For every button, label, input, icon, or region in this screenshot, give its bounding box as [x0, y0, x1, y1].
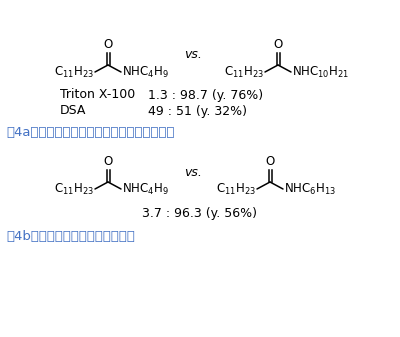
- Text: 3.7 : 96.3 (y. 56%): 3.7 : 96.3 (y. 56%): [142, 208, 258, 220]
- Text: $\mathregular{NHC_4H_9}$: $\mathregular{NHC_4H_9}$: [122, 181, 169, 196]
- Text: 図4a．　ブチルアミンとデシルアミンの競合: 図4a． ブチルアミンとデシルアミンの競合: [6, 126, 174, 140]
- Text: O: O: [265, 155, 275, 168]
- Text: $\mathregular{C_{11}H_{23}}$: $\mathregular{C_{11}H_{23}}$: [54, 181, 94, 196]
- Text: 1.3 : 98.7 (y. 76%): 1.3 : 98.7 (y. 76%): [148, 89, 263, 101]
- Text: vs.: vs.: [184, 49, 202, 61]
- Text: DSA: DSA: [60, 104, 86, 118]
- Text: Triton X-100: Triton X-100: [60, 89, 135, 101]
- Text: $\mathregular{C_{11}H_{23}}$: $\mathregular{C_{11}H_{23}}$: [224, 64, 264, 80]
- Text: $\mathregular{C_{11}H_{23}}$: $\mathregular{C_{11}H_{23}}$: [216, 181, 256, 196]
- Text: vs.: vs.: [184, 165, 202, 179]
- Text: 49 : 51 (y. 32%): 49 : 51 (y. 32%): [148, 104, 247, 118]
- Text: O: O: [103, 155, 113, 168]
- Text: $\mathregular{C_{11}H_{23}}$: $\mathregular{C_{11}H_{23}}$: [54, 64, 94, 80]
- Text: 図4b．　ヘキシルアミンとの競合: 図4b． ヘキシルアミンとの競合: [6, 229, 135, 243]
- Text: $\mathregular{NHC_4H_9}$: $\mathregular{NHC_4H_9}$: [122, 64, 169, 80]
- Text: O: O: [273, 38, 283, 51]
- Text: $\mathregular{NHC_6H_{13}}$: $\mathregular{NHC_6H_{13}}$: [284, 181, 336, 196]
- Text: O: O: [103, 38, 113, 51]
- Text: $\mathregular{NHC_{10}H_{21}}$: $\mathregular{NHC_{10}H_{21}}$: [292, 64, 349, 80]
